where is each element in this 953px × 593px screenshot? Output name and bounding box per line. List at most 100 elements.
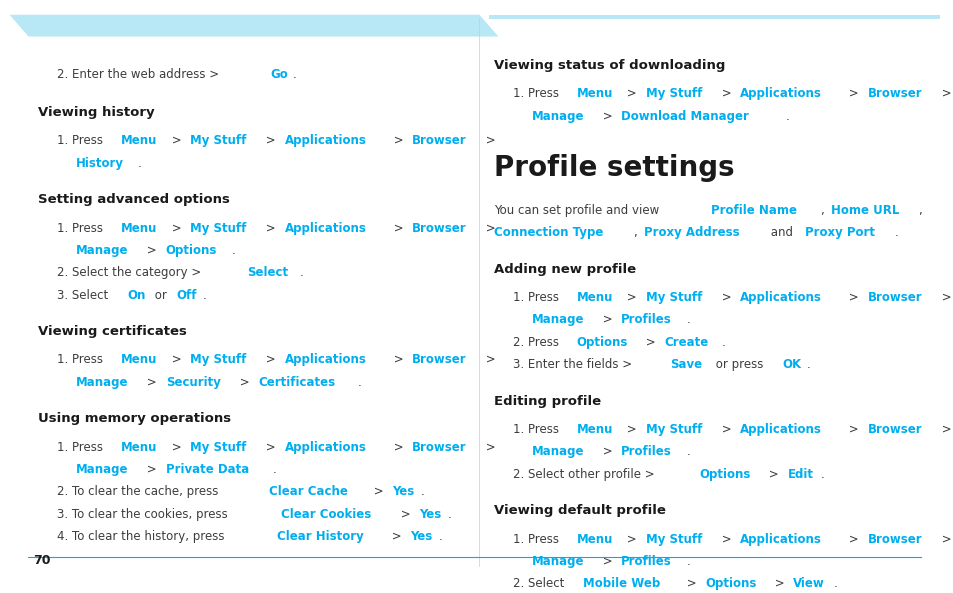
Text: Applications: Applications [284, 353, 366, 366]
Text: .: . [686, 445, 690, 458]
Text: >: > [481, 353, 496, 366]
Text: 70: 70 [33, 554, 51, 567]
Text: 1. Press: 1. Press [512, 423, 562, 436]
Text: .: . [420, 486, 424, 499]
Text: Browser: Browser [867, 533, 922, 546]
Text: Private Data: Private Data [166, 463, 249, 476]
Text: >: > [262, 353, 279, 366]
Text: 3. Enter the fields >: 3. Enter the fields > [512, 358, 635, 371]
Text: Browser: Browser [867, 291, 922, 304]
Text: Connection Type: Connection Type [493, 226, 602, 239]
Text: Browser: Browser [867, 87, 922, 100]
Text: Applications: Applications [284, 441, 366, 454]
Text: >: > [937, 87, 950, 100]
Text: >: > [622, 87, 640, 100]
Text: OK: OK [781, 358, 801, 371]
Polygon shape [10, 15, 497, 37]
Text: .: . [686, 314, 690, 326]
Text: Applications: Applications [740, 87, 821, 100]
Text: >: > [598, 445, 616, 458]
Text: Applications: Applications [284, 222, 366, 234]
Text: >: > [481, 135, 496, 147]
Text: 2. Select: 2. Select [512, 578, 567, 591]
Text: Profiles: Profiles [620, 445, 672, 458]
Text: >: > [937, 533, 950, 546]
Text: .: . [686, 555, 690, 568]
Text: >: > [168, 135, 185, 147]
Text: My Stuff: My Stuff [645, 423, 701, 436]
Text: 2. Select the category >: 2. Select the category > [57, 266, 205, 279]
Text: Profile Name: Profile Name [710, 204, 796, 217]
Text: >: > [598, 314, 616, 326]
Text: Profile settings: Profile settings [493, 154, 734, 182]
Text: My Stuff: My Stuff [645, 87, 701, 100]
Text: 1. Press: 1. Press [57, 222, 107, 234]
Text: >: > [262, 441, 279, 454]
Text: My Stuff: My Stuff [190, 135, 246, 147]
Text: Browser: Browser [412, 222, 466, 234]
Text: Menu: Menu [576, 291, 612, 304]
Text: >: > [143, 244, 160, 257]
Text: and: and [765, 226, 796, 239]
Text: >: > [388, 530, 405, 543]
Text: Yes: Yes [418, 508, 441, 521]
Text: >: > [389, 135, 407, 147]
Text: .: . [299, 266, 303, 279]
Text: .: . [357, 376, 361, 389]
Text: Menu: Menu [121, 222, 157, 234]
Text: Menu: Menu [121, 353, 157, 366]
Text: Proxy Address: Proxy Address [643, 226, 739, 239]
Text: Adding new profile: Adding new profile [493, 263, 635, 276]
Text: 1. Press: 1. Press [57, 135, 107, 147]
Text: >: > [718, 87, 735, 100]
Text: Browser: Browser [867, 423, 922, 436]
Text: Home URL: Home URL [830, 204, 898, 217]
Text: .: . [806, 358, 810, 371]
Text: Manage: Manage [76, 463, 129, 476]
Text: Yes: Yes [410, 530, 433, 543]
Text: 3. To clear the cookies, press: 3. To clear the cookies, press [57, 508, 232, 521]
Text: Viewing default profile: Viewing default profile [493, 504, 665, 517]
Text: Yes: Yes [393, 486, 415, 499]
Text: .: . [447, 508, 451, 521]
Text: Off: Off [176, 289, 196, 302]
Text: >: > [168, 222, 185, 234]
Text: Setting advanced options: Setting advanced options [38, 193, 230, 206]
Text: Using memory operations: Using memory operations [38, 412, 231, 425]
Text: Menu: Menu [121, 135, 157, 147]
Text: Menu: Menu [576, 87, 612, 100]
Text: On: On [128, 289, 146, 302]
Text: Editing profile: Editing profile [493, 395, 600, 408]
Text: You can set profile and view: You can set profile and view [493, 204, 662, 217]
Text: Manage: Manage [531, 445, 583, 458]
Text: >: > [168, 353, 185, 366]
Text: >: > [937, 423, 950, 436]
Text: Create: Create [664, 336, 708, 349]
Text: Viewing certificates: Viewing certificates [38, 325, 187, 338]
Text: Manage: Manage [531, 110, 583, 123]
Text: >: > [622, 423, 640, 436]
Text: >: > [143, 376, 160, 389]
Text: >: > [770, 578, 787, 591]
Text: Manage: Manage [76, 376, 129, 389]
Text: >: > [764, 468, 781, 481]
Text: My Stuff: My Stuff [190, 353, 246, 366]
Text: Select: Select [247, 266, 288, 279]
Text: Browser: Browser [412, 135, 466, 147]
Text: .: . [894, 226, 898, 239]
Text: 3. Select: 3. Select [57, 289, 112, 302]
Text: .: . [833, 578, 837, 591]
Text: >: > [622, 533, 640, 546]
Polygon shape [488, 15, 939, 19]
Text: Clear History: Clear History [276, 530, 363, 543]
Text: 4. To clear the history, press: 4. To clear the history, press [57, 530, 228, 543]
Text: >: > [844, 87, 862, 100]
Text: Menu: Menu [576, 423, 612, 436]
Text: .: . [293, 68, 296, 81]
Text: >: > [389, 222, 407, 234]
Text: >: > [389, 441, 407, 454]
Text: >: > [262, 222, 279, 234]
Text: .: . [821, 468, 823, 481]
Text: 2. To clear the cache, press: 2. To clear the cache, press [57, 486, 222, 499]
Text: >: > [622, 291, 640, 304]
